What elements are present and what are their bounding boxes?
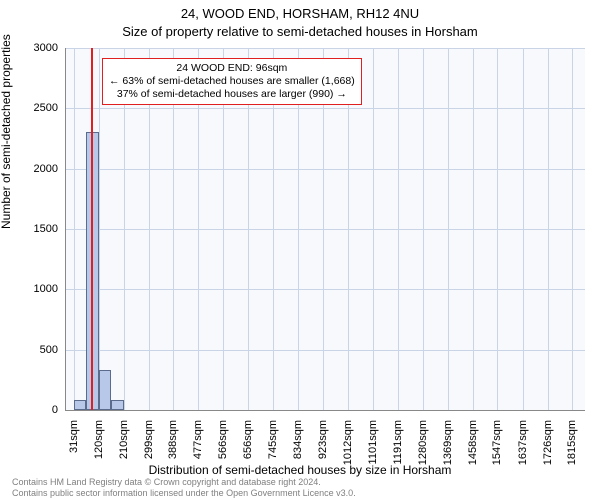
- x-tick-label: 1547sqm: [491, 420, 503, 480]
- x-tick-label: 299sqm: [143, 420, 155, 480]
- x-tick-label: 210sqm: [118, 420, 130, 480]
- y-tick-label: 500: [8, 344, 58, 356]
- y-tick-label: 3000: [8, 42, 58, 54]
- footer-line-2: Contains public sector information licen…: [12, 488, 356, 498]
- y-tick-label: 1000: [8, 283, 58, 295]
- x-tick-label: 1012sqm: [342, 420, 354, 480]
- y-tick-label: 1500: [8, 223, 58, 235]
- annotation-box: 24 WOOD END: 96sqm ← 63% of semi-detache…: [102, 58, 362, 105]
- x-tick-label: 1815sqm: [566, 420, 578, 480]
- marker-line: [91, 48, 93, 410]
- x-tick-label: 31sqm: [68, 420, 80, 480]
- chart-container: 24, WOOD END, HORSHAM, RH12 4NU Size of …: [0, 0, 600, 500]
- x-tick-label: 1726sqm: [542, 420, 554, 480]
- y-axis-line: [65, 48, 66, 410]
- x-tick-label: 477sqm: [192, 420, 204, 480]
- x-tick-label: 566sqm: [217, 420, 229, 480]
- histogram-bar: [111, 400, 124, 410]
- chart-title: Size of property relative to semi-detach…: [0, 24, 600, 39]
- x-tick-label: 1280sqm: [417, 420, 429, 480]
- x-tick-label: 1369sqm: [442, 420, 454, 480]
- x-axis-line: [65, 410, 585, 411]
- footer-line-1: Contains HM Land Registry data © Crown c…: [12, 477, 356, 487]
- histogram-bar: [99, 370, 112, 410]
- y-tick-label: 2500: [8, 102, 58, 114]
- y-tick-label: 0: [8, 404, 58, 416]
- x-tick-label: 923sqm: [317, 420, 329, 480]
- x-tick-label: 388sqm: [167, 420, 179, 480]
- x-tick-label: 745sqm: [267, 420, 279, 480]
- annotation-line-3: 37% of semi-detached houses are larger (…: [109, 88, 355, 101]
- y-axis-label: Number of semi-detached properties: [0, 34, 13, 229]
- super-title: 24, WOOD END, HORSHAM, RH12 4NU: [0, 6, 600, 21]
- footer: Contains HM Land Registry data © Crown c…: [12, 477, 356, 498]
- x-tick-label: 1637sqm: [517, 420, 529, 480]
- x-tick-label: 1458sqm: [467, 420, 479, 480]
- x-tick-label: 1101sqm: [367, 420, 379, 480]
- x-tick-label: 834sqm: [292, 420, 304, 480]
- x-tick-label: 120sqm: [93, 420, 105, 480]
- y-tick-label: 2000: [8, 163, 58, 175]
- histogram-bar: [74, 400, 86, 410]
- annotation-line-2: ← 63% of semi-detached houses are smalle…: [109, 75, 355, 88]
- x-tick-label: 656sqm: [242, 420, 254, 480]
- x-tick-label: 1191sqm: [392, 420, 404, 480]
- annotation-line-1: 24 WOOD END: 96sqm: [109, 62, 355, 75]
